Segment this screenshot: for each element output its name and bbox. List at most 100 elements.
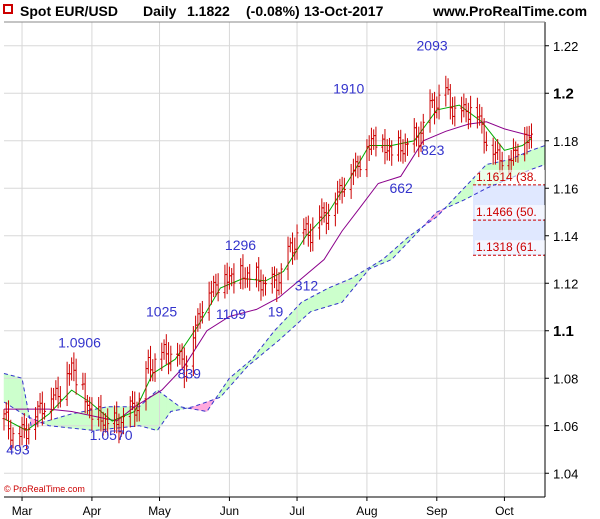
chart-labels: 493 1.0906 1.0570 1025 839 1296 1109 19 312 1910 6… (6, 38, 545, 457)
cloud-segment (166, 396, 169, 419)
cloud-segment (337, 282, 341, 304)
cloud-segment (330, 285, 334, 306)
swing-annotation: 2093 (417, 38, 448, 54)
cloud-segment (51, 418, 54, 427)
cloud-segment (301, 300, 305, 321)
price-bars (2, 75, 533, 451)
cloud-segment (308, 297, 311, 315)
cloud-segment (204, 401, 208, 412)
cloud-segment (339, 281, 343, 304)
swing-annotation: 1910 (333, 80, 364, 96)
y-tick-label: 1.06 (553, 419, 578, 434)
y-tick-label: 1.1 (553, 323, 574, 340)
cloud-segment (335, 283, 338, 305)
cloud-segment (10, 374, 14, 409)
x-tick-label: Jul (289, 504, 304, 518)
x-tick-label: Jun (220, 504, 239, 518)
fib-level-label: 1.1614 (38. (476, 170, 537, 184)
x-tick-label: Mar (12, 504, 33, 518)
cloud-segment (321, 289, 325, 309)
senkou-span-a-line (3, 145, 546, 427)
cloud-segment (540, 145, 543, 167)
x-tick-label: Aug (356, 504, 377, 518)
cloud-segment (202, 402, 205, 412)
chart-date: 13-Oct-2017 (304, 3, 384, 19)
cloud-segment (15, 376, 18, 412)
cloud-segment (283, 318, 287, 337)
cloud-segment (537, 146, 541, 168)
y-tick-label: 1.04 (553, 466, 578, 481)
cloud-segment (290, 311, 293, 331)
fib-level-label: 1.1466 (50. (476, 205, 537, 219)
cloud-segment (75, 412, 79, 430)
x-tick-label: May (148, 504, 171, 518)
y-tick-label: 1.22 (553, 39, 578, 54)
chart-title: Spot EUR/USD (20, 3, 118, 19)
swing-annotation: 823 (421, 142, 445, 158)
site-url[interactable]: www.ProRealTime.com (432, 3, 587, 19)
cloud-segment (125, 406, 129, 428)
cloud-segment (314, 293, 318, 311)
cloud-segment (141, 402, 145, 428)
cloud-segment (461, 187, 465, 202)
swing-annotation: 1.0906 (58, 334, 101, 350)
swing-annotation: 493 (6, 441, 30, 457)
cloud-segment (150, 393, 154, 430)
cloud-segment (528, 149, 532, 171)
cloud-segment (161, 392, 165, 425)
cloud-segment (163, 394, 167, 422)
cloud-segment (17, 376, 21, 413)
cloud-segment (326, 287, 329, 308)
y-tick-label: 1.16 (553, 181, 578, 196)
cloud-segment (465, 182, 469, 200)
axes: 1.04 1.06 1.08 1.1 1.12 1.14 1.16 1.18 1.2 1.22 Ma… (4, 21, 578, 518)
cloud-segment (323, 288, 327, 309)
swing-annotation: 662 (389, 180, 413, 196)
cloud-segment (332, 284, 336, 306)
cloud-segment (292, 308, 296, 329)
instrument-icon-inner (5, 6, 11, 12)
cloud-segment (531, 149, 534, 170)
cloud-segment (152, 391, 156, 431)
cloud-segment (73, 412, 77, 429)
fib-label-bg (475, 205, 545, 220)
copyright-text: © ProRealTime.com (4, 484, 85, 494)
cloud-segment (341, 280, 345, 303)
y-tick-label: 1.08 (553, 371, 578, 386)
kijun-sen-line (4, 121, 532, 422)
cloud-segment (533, 148, 537, 169)
cloud-segment (319, 291, 323, 310)
swing-annotation: 19 (268, 304, 284, 320)
cloud-segment (328, 286, 332, 307)
swing-annotation: 1.0570 (90, 427, 133, 443)
cloud-segment (346, 279, 350, 298)
y-tick-label: 1.14 (553, 229, 578, 244)
cloud-segment (299, 301, 302, 323)
swing-annotation: 1109 (216, 306, 246, 322)
y-tick-label: 1.12 (553, 276, 578, 291)
gridlines (4, 22, 545, 497)
cloud-segment (278, 322, 282, 341)
chart-timeframe: Daily (143, 3, 177, 19)
cloud-segment (305, 298, 309, 317)
x-tick-label: Apr (83, 504, 102, 518)
price-change: (-0.08%) (246, 3, 300, 19)
y-tick-label: 1.2 (553, 85, 574, 102)
fib-label-bg (475, 240, 545, 255)
cloud-segment (535, 147, 539, 169)
swing-annotation: 839 (178, 365, 202, 381)
cloud-segment (148, 395, 151, 430)
cloud-segment (310, 295, 314, 313)
cloud-segment (154, 389, 158, 431)
last-price: 1.1822 (187, 3, 230, 19)
fib-level-label: 1.1318 (61. (476, 240, 537, 254)
cloud-segment (317, 292, 320, 311)
swing-annotation: 1296 (225, 237, 256, 253)
fib-label-bg (475, 169, 545, 184)
cloud-segment (199, 403, 203, 412)
cloud-segment (12, 375, 16, 410)
y-tick-label: 1.18 (553, 134, 578, 149)
